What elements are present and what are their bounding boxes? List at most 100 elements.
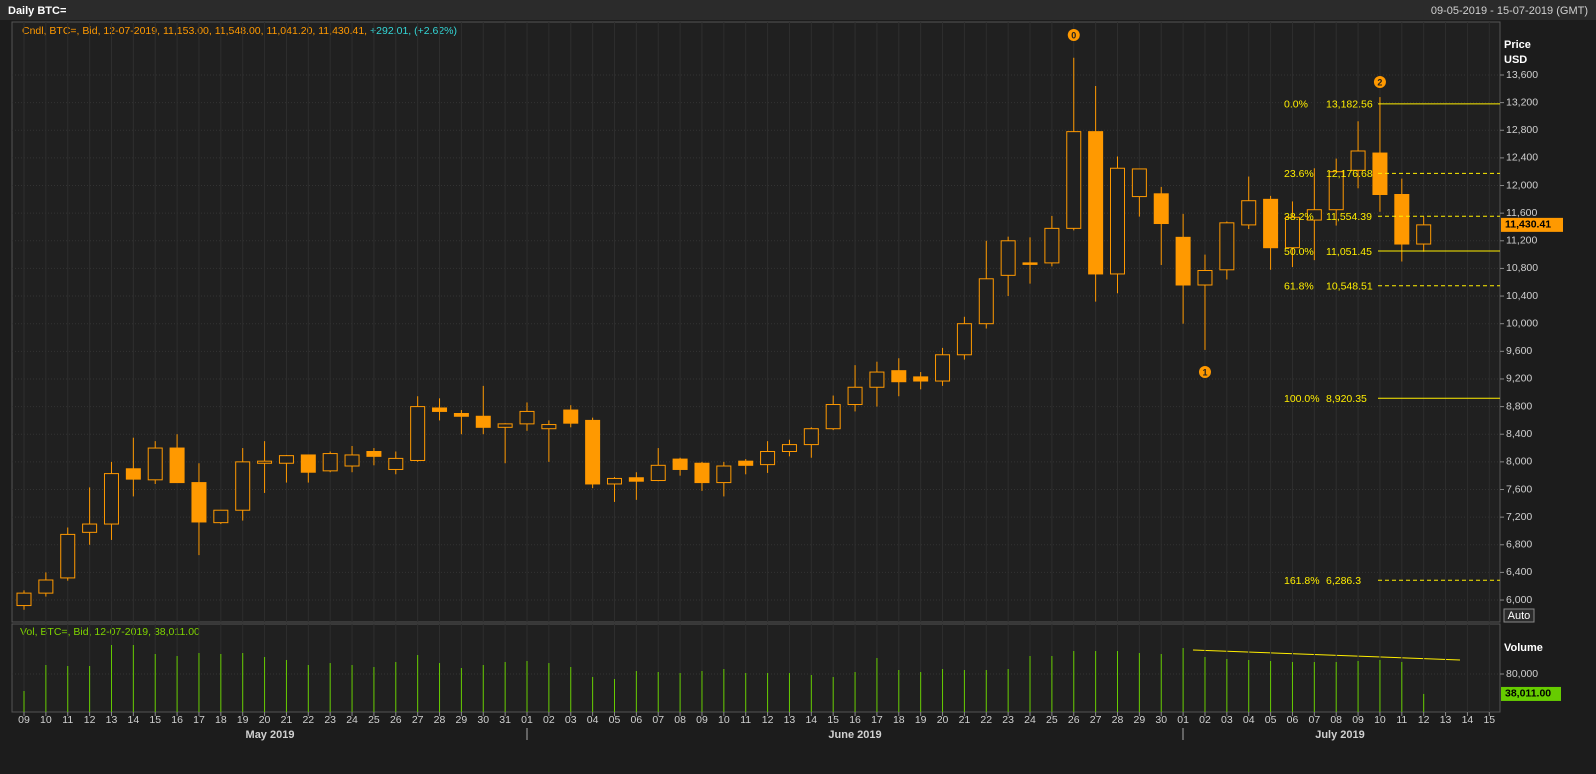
candle-body <box>497 423 513 428</box>
x-tick-label: 20 <box>259 714 271 726</box>
candle-body <box>432 407 448 412</box>
candle-body <box>344 454 360 467</box>
candle-body <box>1088 131 1104 275</box>
x-tick-label: 28 <box>1112 714 1124 726</box>
fib-value: 13,182.56 <box>1326 99 1373 111</box>
x-tick-label: 12 <box>84 714 96 726</box>
y-tick-label: 8,000 <box>1506 456 1532 468</box>
auto-button[interactable] <box>1503 608 1535 623</box>
month-label: May 2019 <box>246 729 295 741</box>
candle-body <box>60 533 76 579</box>
candle-body <box>803 428 819 446</box>
x-tick-label: 26 <box>390 714 402 726</box>
fib-level: 50.0% <box>1284 246 1314 258</box>
candle-body <box>781 444 797 452</box>
month-label: June 2019 <box>828 729 881 741</box>
candle-body <box>1044 227 1060 264</box>
x-tick-label: 03 <box>1221 714 1233 726</box>
fib-level: 23.6% <box>1284 168 1314 180</box>
candle-body <box>366 450 382 457</box>
candle-body <box>147 447 163 481</box>
candle-body <box>672 458 688 470</box>
candle-body <box>169 447 185 484</box>
candle-body <box>1175 236 1191 286</box>
candle-body <box>235 461 251 511</box>
x-tick-label: 05 <box>609 714 621 726</box>
x-tick-label: 11 <box>740 714 751 726</box>
x-tick-label: 11 <box>62 714 73 726</box>
fib-level: 100.0% <box>1284 393 1320 405</box>
x-tick-label: 28 <box>434 714 446 726</box>
x-tick-label: 13 <box>106 714 118 726</box>
wave-marker-label: 2 <box>1377 77 1382 87</box>
y-tick-label: 9,200 <box>1506 373 1532 385</box>
x-tick-label: 06 <box>631 714 643 726</box>
x-tick-label: 20 <box>937 714 949 726</box>
y-tick-label: 13,200 <box>1506 96 1538 108</box>
auto-label[interactable]: Auto <box>1508 610 1531 622</box>
x-tick-label: 17 <box>193 714 205 726</box>
x-tick-label: 22 <box>980 714 992 726</box>
x-tick-label: 14 <box>805 714 817 726</box>
x-tick-label: 05 <box>1265 714 1277 726</box>
x-tick-label: 18 <box>215 714 227 726</box>
candle-body <box>1284 216 1300 249</box>
candle-body <box>585 419 601 485</box>
candle-body <box>1263 198 1279 249</box>
x-tick-label: 02 <box>1199 714 1211 726</box>
candle-body <box>716 465 732 484</box>
candle-body <box>1066 131 1082 229</box>
x-tick-label: 14 <box>1462 714 1474 726</box>
candle-body <box>956 323 972 356</box>
x-tick-label: 15 <box>149 714 161 726</box>
candle-body <box>1306 209 1322 221</box>
x-tick-label: 27 <box>412 714 424 726</box>
candle-body <box>1241 200 1257 226</box>
x-tick-label: 23 <box>324 714 336 726</box>
y-tick-label: 7,600 <box>1506 483 1532 495</box>
y-tick-label: 8,400 <box>1506 428 1532 440</box>
fib-level: 161.8% <box>1284 575 1320 587</box>
candle-body <box>935 354 951 382</box>
candle-body <box>563 409 579 424</box>
wave-marker <box>1198 366 1211 378</box>
candle-body <box>103 473 119 525</box>
x-tick-label: 08 <box>1330 714 1342 726</box>
x-tick-label: 19 <box>237 714 249 726</box>
y-tick-label: 10,000 <box>1506 317 1538 329</box>
x-tick-label: 29 <box>1134 714 1146 726</box>
candle-body <box>891 370 907 383</box>
candle-body <box>475 415 491 428</box>
candle-body <box>300 454 316 473</box>
x-tick-label: 25 <box>368 714 380 726</box>
price-panel <box>11 21 1501 623</box>
candle-body <box>1153 193 1169 225</box>
candle-body <box>278 455 294 464</box>
trend-line <box>1192 649 1461 661</box>
candle-body <box>1110 167 1125 275</box>
candle-body <box>1197 269 1213 286</box>
wave-marker <box>1067 29 1080 41</box>
x-tick-label: 31 <box>499 714 511 726</box>
candle-body <box>213 509 229 524</box>
fib-value: 8,920.35 <box>1326 393 1367 405</box>
candle-body <box>1000 240 1016 276</box>
x-tick-label: 29 <box>456 714 468 726</box>
wave-marker-label: 1 <box>1202 367 1207 377</box>
candle-body <box>388 457 404 470</box>
y-tick-label: 12,000 <box>1506 179 1538 191</box>
last-price-tag <box>1501 217 1563 232</box>
x-tick-label: 22 <box>302 714 314 726</box>
header-title: Daily BTC= <box>8 5 66 17</box>
fib-level: 61.8% <box>1284 281 1314 293</box>
candle-body <box>38 579 54 594</box>
volume-legend: Vol, BTC=, Bid, 12-07-2019, 38,011.00 <box>20 626 200 638</box>
y-tick-label: 11,600 <box>1506 207 1537 219</box>
x-tick-label: 30 <box>1155 714 1167 726</box>
candle-body <box>847 386 863 406</box>
candle-body <box>606 477 622 485</box>
candle-body <box>519 410 535 425</box>
candle-body <box>1219 222 1235 271</box>
x-tick-label: 11 <box>1396 714 1407 726</box>
